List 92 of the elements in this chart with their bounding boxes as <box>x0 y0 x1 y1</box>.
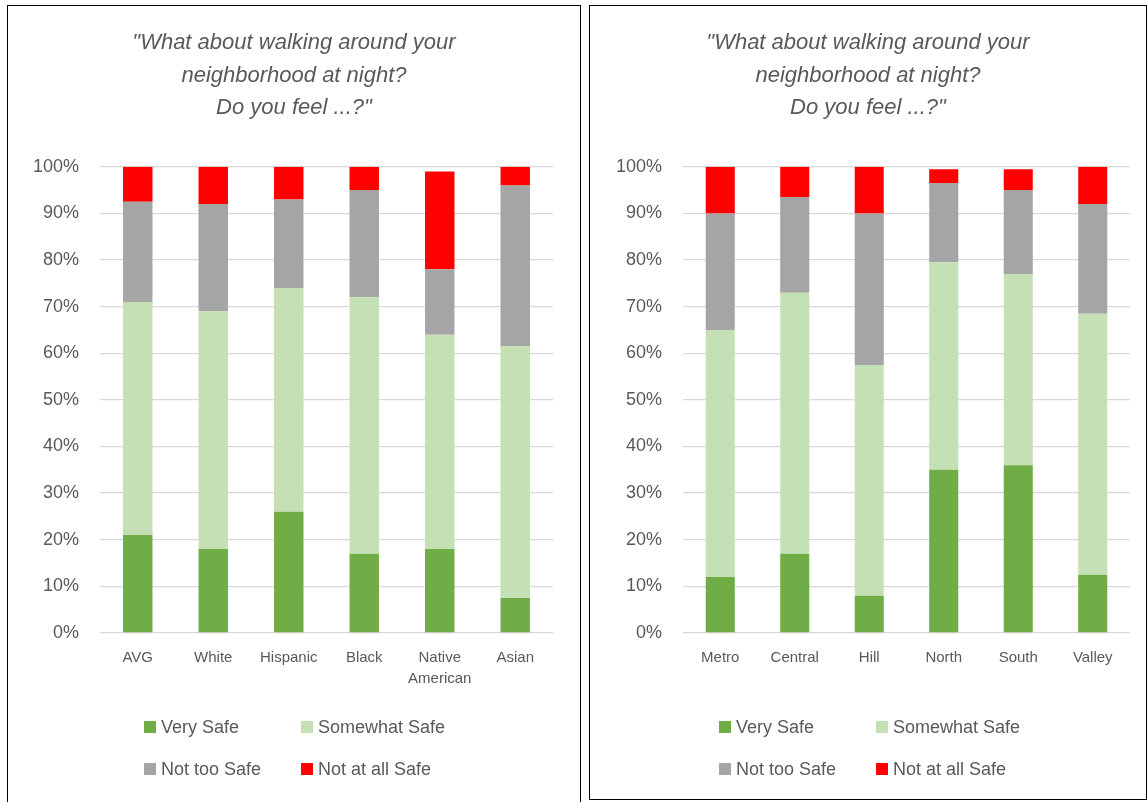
bar <box>1003 465 1033 633</box>
bar <box>1003 274 1033 466</box>
y-tick-label: 40% <box>42 435 79 456</box>
bar <box>425 549 455 633</box>
legend-label: Not at all Safe <box>318 758 432 780</box>
bar <box>274 288 304 512</box>
bar <box>349 166 379 191</box>
legend-label: Not at all Safe <box>893 758 1007 780</box>
y-tick-label: 10% <box>625 575 662 596</box>
bar <box>929 262 959 470</box>
bar <box>123 535 153 633</box>
bar <box>198 204 228 312</box>
x-tick-label: White <box>194 647 233 665</box>
bar <box>198 549 228 633</box>
legend-label: Very Safe <box>161 716 240 738</box>
bar <box>1078 313 1108 575</box>
x-tick-label: Metro <box>701 647 740 665</box>
legend-label: Not too Safe <box>736 758 837 780</box>
bar <box>854 595 884 633</box>
bar <box>123 201 153 302</box>
bar <box>500 598 530 633</box>
bar <box>705 213 735 330</box>
bar <box>349 190 379 298</box>
bar <box>1003 190 1033 275</box>
bar <box>500 346 530 599</box>
legend-label: Somewhat Safe <box>893 716 1021 738</box>
y-tick-label: 50% <box>42 388 79 409</box>
y-tick-label: 50% <box>625 388 662 409</box>
y-tick-label: 80% <box>42 249 79 270</box>
y-tick-label: 30% <box>42 482 79 503</box>
y-tick-label: 30% <box>625 482 662 503</box>
legend-label: Not too Safe <box>161 758 262 780</box>
bar <box>500 166 530 186</box>
chart-title: "What about walking around your neighborhood at night? Do you feel ...?" <box>131 28 458 121</box>
y-tick-label: 80% <box>625 249 662 270</box>
bar <box>425 334 455 550</box>
bar <box>929 469 959 633</box>
bar <box>780 166 810 198</box>
bar <box>123 166 153 202</box>
bar <box>929 169 959 184</box>
bar <box>705 577 735 633</box>
bar <box>123 302 153 536</box>
bar <box>274 166 304 200</box>
bar <box>780 197 810 293</box>
bar <box>274 199 304 289</box>
bar <box>705 166 735 214</box>
bar <box>198 166 228 205</box>
y-tick-label: 10% <box>42 575 79 596</box>
y-tick-label: 20% <box>42 528 79 549</box>
y-tick-label: 100% <box>32 155 79 176</box>
y-tick-label: 0% <box>635 621 662 642</box>
bar <box>780 292 810 554</box>
bar <box>1078 574 1108 633</box>
y-tick-label: 20% <box>625 528 662 549</box>
x-tick-label: Central <box>770 647 819 665</box>
legend-label: Somewhat Safe <box>318 716 446 738</box>
bar <box>349 553 379 633</box>
y-tick-label: 70% <box>42 295 79 316</box>
bar <box>1003 169 1033 191</box>
y-tick-label: 90% <box>42 202 79 223</box>
x-tick-label: Hill <box>858 647 880 665</box>
x-tick-label: AVG <box>122 647 154 665</box>
bar <box>854 213 884 365</box>
x-tick-label: Valley <box>1072 647 1114 665</box>
bar <box>425 269 455 335</box>
x-tick-label: Black <box>345 647 384 665</box>
y-tick-label: 100% <box>615 155 662 176</box>
y-tick-label: 70% <box>625 295 662 316</box>
x-tick-label: Asian <box>496 647 535 665</box>
x-tick-label: Hispanic <box>259 647 319 665</box>
bar <box>1078 166 1108 205</box>
bar <box>929 183 959 263</box>
x-tick-label: South <box>998 647 1038 665</box>
bar <box>349 297 379 554</box>
legend-label: Very Safe <box>736 716 815 738</box>
y-tick-label: 0% <box>52 621 79 642</box>
x-tick-label: North <box>925 647 963 665</box>
bar <box>705 329 735 578</box>
y-tick-label: 60% <box>625 342 662 363</box>
y-tick-label: 60% <box>42 342 79 363</box>
y-tick-label: 40% <box>625 435 662 456</box>
bar <box>1078 204 1108 314</box>
bar <box>274 511 304 633</box>
bar <box>198 311 228 550</box>
bar <box>425 171 455 270</box>
chart-title: "What about walking around your neighborhood at night? Do you feel ...?" <box>705 28 1032 121</box>
bar <box>854 364 884 596</box>
bar <box>500 185 530 347</box>
y-tick-label: 90% <box>625 202 662 223</box>
x-tick-label: Native American <box>408 647 472 686</box>
bar <box>854 166 884 214</box>
bar <box>780 553 810 633</box>
